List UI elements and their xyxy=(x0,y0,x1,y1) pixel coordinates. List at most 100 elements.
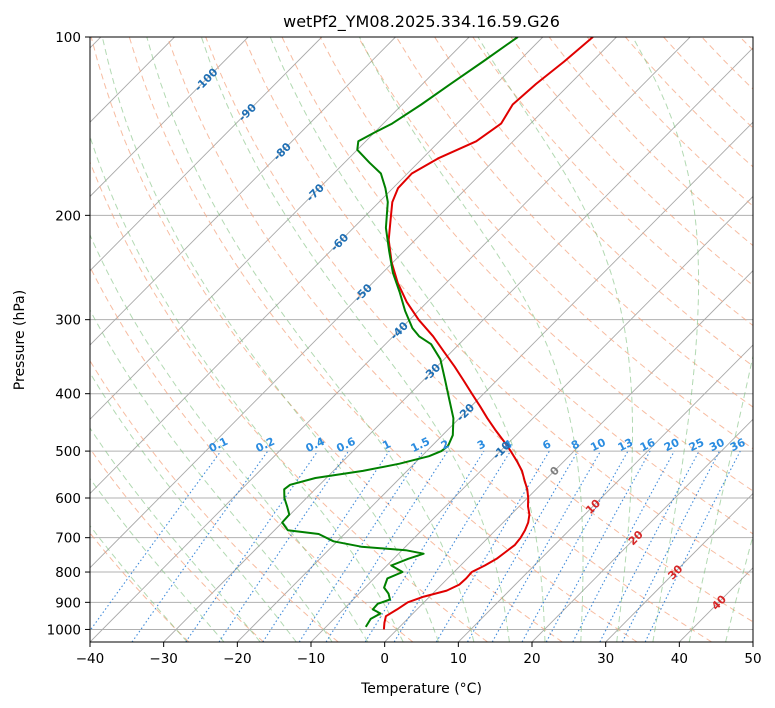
x-tick-label: −10 xyxy=(297,651,326,667)
y-tick-label: 1000 xyxy=(47,622,81,638)
y-axis-label: Pressure (hPa) xyxy=(12,290,28,390)
dry-adiabat xyxy=(319,37,753,492)
moist-adiabat xyxy=(90,371,297,642)
y-tick-label: 800 xyxy=(55,565,81,581)
chart-title: wetPf2_YM08.2025.334.16.59.G26 xyxy=(283,12,560,32)
moist-adiabat xyxy=(358,37,584,642)
mixing-ratio-label: 1.5 xyxy=(409,435,432,455)
dry-adiabat xyxy=(434,37,753,367)
isotherm-gridline xyxy=(90,37,470,420)
isotherm-gridline xyxy=(679,567,753,642)
dry-adiabat xyxy=(357,37,753,450)
y-tick-label: 300 xyxy=(55,313,81,329)
isotherm-gridline xyxy=(90,37,249,198)
dry-adiabat xyxy=(281,37,753,535)
dry-adiabat xyxy=(128,37,638,642)
x-tick-label: 40 xyxy=(671,651,688,667)
x-axis: −40 −30 −20 −10 0 10 20 30 40 50 xyxy=(76,642,762,667)
temperature-profile-line xyxy=(382,37,594,630)
moist-adiabat xyxy=(90,477,225,642)
mixing-ratio-label: 0.6 xyxy=(334,435,358,455)
moist-adiabat xyxy=(90,233,369,642)
moist-adiabat xyxy=(146,37,475,642)
mixing-ratio-label: 25 xyxy=(687,436,706,454)
isotherm-gridline xyxy=(90,37,396,346)
y-axis: 1000 900 800 700 600 500 400 300 200 100 xyxy=(47,30,90,638)
moist-adiabat xyxy=(269,37,546,642)
mixing-ratio-line xyxy=(393,450,511,642)
isotherm-label: 20 xyxy=(626,528,646,548)
x-tick-label: 20 xyxy=(523,651,540,667)
mixing-ratio-line xyxy=(218,450,350,642)
mixing-ratio-line xyxy=(298,450,424,642)
x-tick-label: 10 xyxy=(450,651,467,667)
mixing-ratio-label: 30 xyxy=(707,436,727,455)
mixing-ratio-line xyxy=(364,450,485,642)
mixing-ratio-line xyxy=(572,450,675,642)
x-tick-label: −20 xyxy=(223,651,252,667)
dry-adiabat xyxy=(663,37,753,129)
mixing-ratio-line xyxy=(185,450,319,642)
x-tick-label: −40 xyxy=(76,651,105,667)
background-lines xyxy=(90,37,753,642)
dry-adiabat xyxy=(90,359,339,642)
isotherm-gridline xyxy=(605,492,753,642)
isotherm-label: -20 xyxy=(454,401,477,424)
isotherm-gridline xyxy=(531,418,753,642)
mixing-ratio-label: 36 xyxy=(728,436,748,455)
moist-adiabat xyxy=(90,309,333,642)
mixing-ratio-label: 3 xyxy=(475,437,488,452)
x-tick-label: 50 xyxy=(744,651,761,667)
moist-adiabat xyxy=(725,533,753,642)
mixing-ratio-label: 10 xyxy=(588,436,608,455)
mixing-ratio-line xyxy=(545,450,651,642)
moist-adiabat xyxy=(90,427,261,642)
moist-adiabat xyxy=(200,37,510,642)
mixing-ratio-label: 0.1 xyxy=(207,435,230,455)
dry-adiabat xyxy=(90,37,563,642)
dry-adiabat xyxy=(395,37,753,408)
mixing-ratio-label: 0.4 xyxy=(304,435,328,455)
isotherm-gridline xyxy=(90,37,617,569)
mixing-ratio-line xyxy=(599,450,700,642)
plot-frame xyxy=(89,36,754,643)
y-tick-label: 200 xyxy=(55,208,81,224)
mixing-ratio-label: 20 xyxy=(662,436,682,455)
isotherm-gridline xyxy=(90,37,544,495)
isotherm-gridline xyxy=(752,641,753,642)
isotherm-label: -50 xyxy=(352,281,375,304)
dry-adiabat xyxy=(90,265,414,642)
moist-adiabat xyxy=(688,353,753,642)
dry-adiabat xyxy=(739,37,753,51)
isotherm-label: -60 xyxy=(328,231,351,254)
y-tick-label: 900 xyxy=(55,595,81,611)
mixing-ratio-line xyxy=(435,450,550,642)
isotherm-gridline xyxy=(384,270,753,642)
x-tick-label: 30 xyxy=(597,651,614,667)
moist-adiabat xyxy=(90,135,404,642)
isotherm-gridline xyxy=(458,344,753,642)
mixing-ratio-line xyxy=(90,450,222,632)
moist-adiabat xyxy=(632,37,700,642)
mixing-ratio-line xyxy=(521,450,629,642)
isotherm-label: 40 xyxy=(709,592,729,612)
mixing-ratio-line xyxy=(491,450,602,642)
isotherm-gridline xyxy=(163,47,753,642)
isotherm-label: 0 xyxy=(547,464,562,479)
dry-adiabat xyxy=(90,532,190,642)
dry-adiabat xyxy=(167,37,712,642)
mixing-ratio-line xyxy=(131,450,269,642)
isotherm-gridline xyxy=(90,37,691,642)
moist-adiabat xyxy=(477,37,633,642)
mixing-ratio-label: 1 xyxy=(380,437,393,452)
dry-adiabat xyxy=(510,37,753,286)
isotherm-gridline xyxy=(310,195,753,642)
dry-adiabat xyxy=(472,37,753,327)
mixing-ratio-line xyxy=(262,450,390,642)
isotherm-gridline xyxy=(90,37,323,272)
mixing-ratio-label: 16 xyxy=(638,436,658,455)
isotherm-label: -30 xyxy=(420,361,443,384)
mixing-ratio-line xyxy=(621,450,720,642)
mixing-ratio-line xyxy=(325,450,449,642)
